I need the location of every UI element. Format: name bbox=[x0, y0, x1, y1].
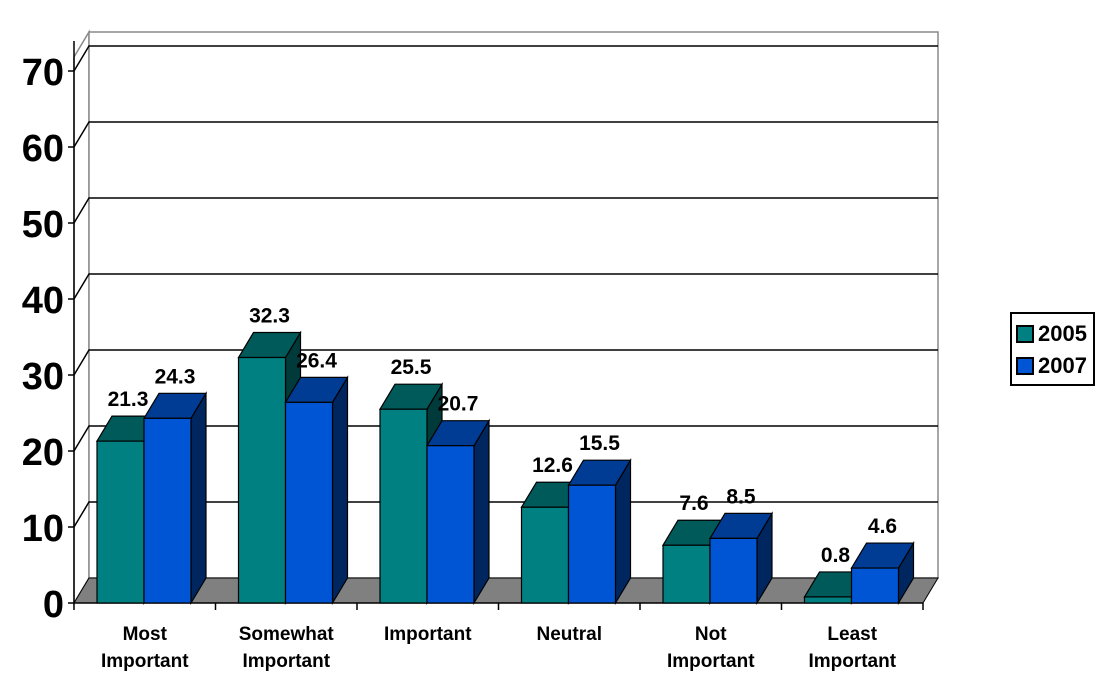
gridline bbox=[73, 197, 938, 224]
x-category-label: Important bbox=[242, 651, 330, 672]
gridline bbox=[73, 501, 938, 528]
y-tick-label: 0 bbox=[43, 584, 64, 626]
x-category-label: Important bbox=[667, 651, 755, 672]
bar-2007-3 bbox=[567, 484, 617, 604]
gridline bbox=[73, 45, 938, 72]
x-category-label: Neutral bbox=[537, 624, 602, 645]
x-category-label: Important bbox=[101, 651, 189, 672]
y-tick-label: 10 bbox=[22, 508, 64, 550]
bar-2007-4 bbox=[709, 537, 758, 604]
bar-2005-4 bbox=[662, 544, 711, 604]
y-tick-label: 70 bbox=[22, 52, 64, 94]
bar-side bbox=[190, 391, 207, 606]
data-label: 32.3 bbox=[249, 305, 290, 328]
data-label: 15.5 bbox=[579, 432, 620, 455]
bar-2005-2 bbox=[379, 408, 428, 604]
bar-side bbox=[473, 418, 490, 606]
data-label: 20.7 bbox=[438, 393, 479, 416]
y-tick-label: 50 bbox=[22, 204, 64, 246]
y-tick-label: 20 bbox=[22, 432, 64, 474]
x-category-label: Important bbox=[808, 651, 896, 672]
y-tick-label: 60 bbox=[22, 128, 64, 170]
legend-label-2007: 2007 bbox=[1038, 353, 1087, 378]
gridline bbox=[73, 273, 938, 300]
x-category-label: Important bbox=[384, 624, 472, 645]
x-category-label: Not bbox=[695, 624, 727, 645]
legend-label-2005: 2005 bbox=[1038, 321, 1087, 346]
legend-item-2007: 2007 bbox=[1016, 350, 1087, 382]
data-label: 7.6 bbox=[679, 492, 708, 515]
legend-swatch-2007 bbox=[1016, 357, 1034, 375]
x-category-label: Somewhat bbox=[239, 624, 335, 645]
data-label: 26.4 bbox=[296, 349, 337, 372]
gridline bbox=[73, 425, 938, 452]
bar-2007-5 bbox=[850, 567, 900, 604]
bar-2005-3 bbox=[520, 506, 570, 604]
data-label: 4.6 bbox=[868, 515, 897, 538]
data-label: 25.5 bbox=[391, 356, 432, 379]
bar-side bbox=[331, 375, 349, 606]
side-wall bbox=[73, 29, 90, 606]
gridline bbox=[73, 121, 938, 148]
back-wall bbox=[88, 31, 939, 579]
data-label: 12.6 bbox=[532, 454, 573, 477]
bar-2005-1 bbox=[237, 356, 287, 604]
bar-2007-1 bbox=[284, 401, 334, 604]
legend-item-2005: 2005 bbox=[1016, 318, 1087, 350]
x-category-label: Most bbox=[123, 624, 168, 645]
bar-2007-0 bbox=[143, 417, 192, 604]
bar-2005-5 bbox=[803, 596, 853, 604]
bar-2007-2 bbox=[426, 445, 475, 604]
legend-swatch-2005 bbox=[1016, 325, 1034, 343]
y-tick-label: 30 bbox=[22, 356, 64, 398]
gridline bbox=[73, 349, 938, 376]
data-label: 8.5 bbox=[726, 485, 756, 508]
bar-2005-0 bbox=[96, 440, 145, 604]
data-label: 21.3 bbox=[108, 388, 149, 411]
x-category-label: Least bbox=[827, 624, 877, 645]
data-label: 0.8 bbox=[821, 544, 851, 567]
legend: 2005 2007 bbox=[1010, 312, 1095, 386]
y-tick-label: 40 bbox=[22, 280, 64, 322]
data-label: 24.3 bbox=[155, 365, 196, 388]
